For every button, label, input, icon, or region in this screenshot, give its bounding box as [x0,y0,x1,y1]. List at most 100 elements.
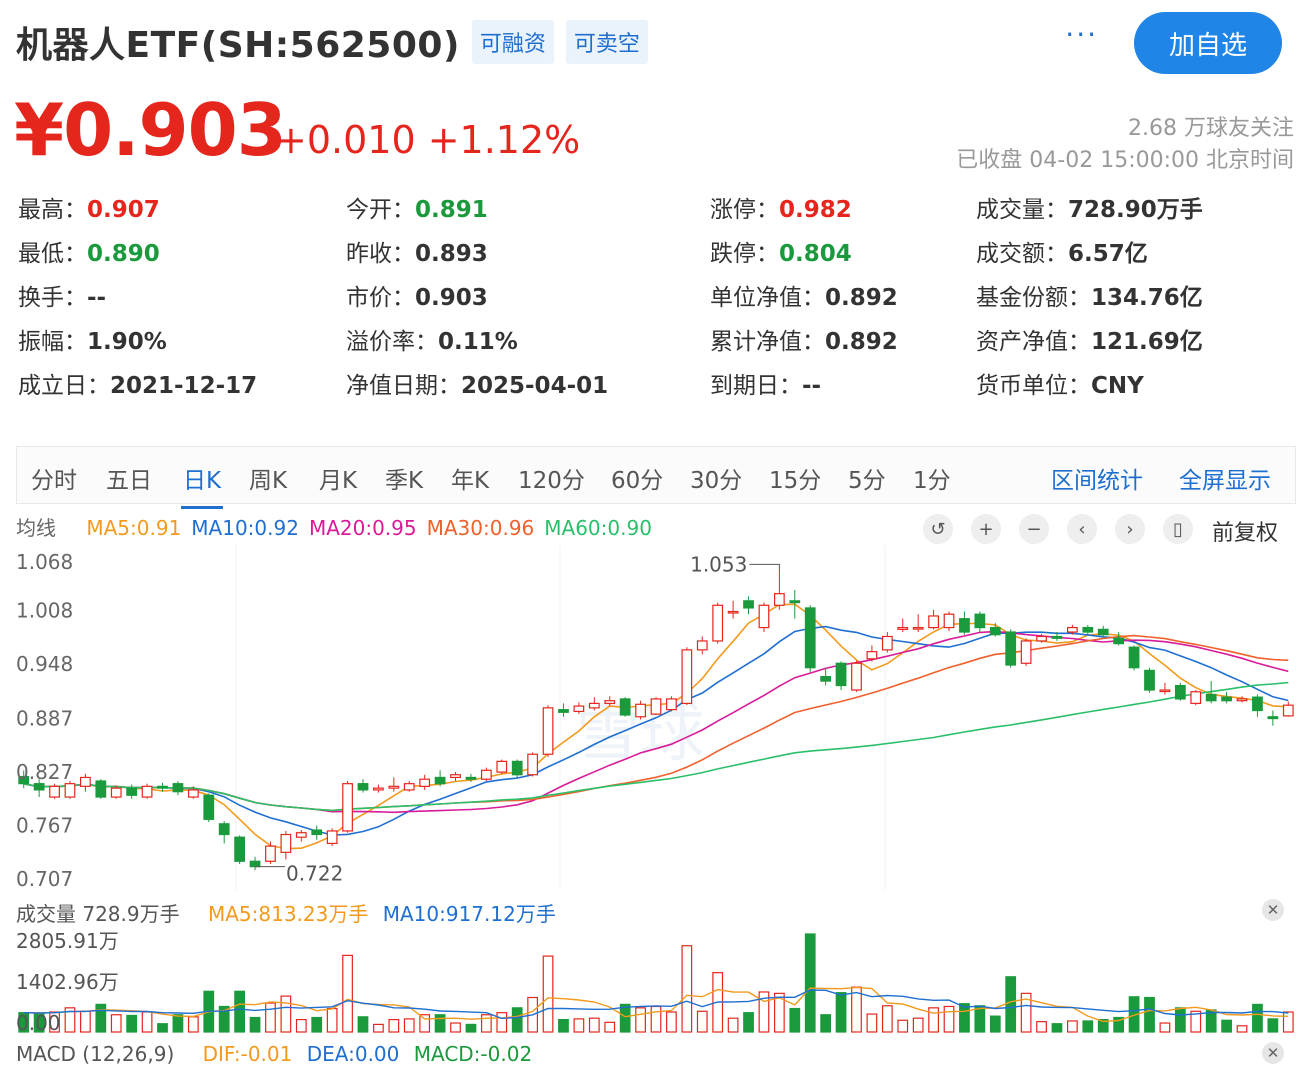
tab-12[interactable]: 1分 [913,468,951,494]
volume-legend: 成交量 728.9万手 MA5:813.23万手 MA10:917.12万手 [16,898,556,927]
zoom-in-icon[interactable]: + [971,514,1001,544]
stat-item: 换手：-- [18,278,106,312]
candle-icon[interactable]: ▯ [1163,514,1193,544]
page-title: 机器人ETF(SH:562500) [16,25,460,66]
stat-value: 2021-12-17 [110,373,258,399]
add-watchlist-button[interactable]: 加自选 [1134,12,1282,74]
tab-5[interactable]: 季K [385,468,424,494]
volume-bar [943,1005,955,1033]
chevron-left-icon[interactable]: ‹ [1067,514,1097,544]
candle [342,783,353,832]
candle [1067,626,1078,633]
volume-bar [635,1007,646,1033]
more-icon[interactable]: ··· [1065,18,1098,51]
candle [974,613,986,629]
stat-item: 昨收：0.893 [346,234,488,268]
y-tick: 1.008 [16,599,73,623]
tab-0[interactable]: 分时 [31,468,77,494]
candle [1205,693,1217,702]
tab-3[interactable]: 周K [249,468,288,494]
stat-label: 成交量： [976,197,1068,223]
zoom-out-icon[interactable]: − [1019,514,1049,544]
tab-1[interactable]: 五日 [106,468,152,494]
close-volume-icon[interactable]: ✕ [1262,899,1284,921]
candle [33,783,45,791]
stat-item: 净值日期：2025-04-01 [346,366,608,400]
stats-grid: 最高：0.907 最低：0.890 换手：-- 振幅：1.90% 成立日：2021-12… [18,190,1308,410]
volume-bar [450,1022,461,1033]
volume-bar [1236,1025,1248,1033]
volume-bar [1221,1019,1232,1033]
tab-10[interactable]: 15分 [769,468,822,494]
volume-bar [1159,1022,1171,1033]
range-stats-link[interactable]: 区间统计 [1051,468,1143,494]
candle [126,787,138,796]
candle [403,783,415,791]
stat-item: 货币单位：CNY [976,366,1144,400]
volume-bar [311,1016,323,1033]
volume-bar [95,1003,107,1033]
ma10-line [23,625,1289,836]
follower-count[interactable]: 2.68 万球友关注 [1128,116,1294,141]
candle [943,613,955,629]
tab-9[interactable]: 30分 [690,468,743,494]
volume-bar [80,1010,91,1033]
fullscreen-link[interactable]: 全屏显示 [1179,468,1271,494]
stat-item: 到期日：-- [710,366,821,400]
stat-item: 最低：0.890 [18,234,160,268]
ma-item: MA10:0.92 [191,516,299,540]
current-price: ¥0.903 [14,88,287,172]
volume-bar [280,995,292,1033]
volume-bar [49,1011,60,1033]
volume-bar [820,1014,832,1033]
candle [64,783,76,798]
tab-4[interactable]: 月K [319,468,358,494]
volume-bar [465,1023,477,1033]
candle [265,845,276,862]
stat-value: CNY [1091,373,1144,399]
ma-legend: 均线 MA5:0.91 MA10:0.92 MA20:0.95 MA30:0.96 MA… [16,512,652,541]
stat-item: 成立日：2021-12-17 [18,366,257,400]
volume-bar [758,991,770,1033]
volume-bar [558,1018,569,1033]
candle [681,649,693,704]
stat-value: 0.903 [415,285,488,311]
stat-item: 振幅：1.90% [18,322,167,356]
close-macd-icon[interactable]: ✕ [1262,1042,1284,1064]
stat-item: 资产净值：121.69亿 [976,322,1203,356]
volume-bar [1113,1016,1125,1033]
fuquan-select[interactable]: 前复权 [1212,521,1279,546]
ma-item: MA5:0.91 [86,516,182,540]
stat-label: 资产净值： [976,329,1091,355]
candle [835,662,847,687]
volume-bar [928,1007,939,1033]
candle [542,707,554,755]
chart-period-tabs: 分时 五日 日K 周K 月K 季K 年K 120分 60分 30分 15分 5分 1分 区间统计 全屏显示 [16,446,1296,509]
stat-value: 2025-04-01 [461,373,609,399]
tab-11[interactable]: 5分 [848,468,886,494]
stat-value: 6.57亿 [1068,241,1148,267]
candle [95,780,107,798]
stat-value: 0.804 [779,241,852,267]
margin-tag: 可融资 [471,20,554,64]
volume-bar [342,954,353,1033]
low-annotation: 0.722 [286,862,343,886]
y-tick: 0.707 [16,867,73,890]
tab-2[interactable]: 日K [180,461,224,509]
chevron-right-icon[interactable]: › [1115,514,1145,544]
tab-6[interactable]: 年K [451,468,490,494]
volume-bar [511,1007,523,1033]
stat-item: 今开：0.891 [346,190,488,224]
volume-ma5-line [23,986,1289,1023]
stat-label: 跌停： [710,241,779,267]
volume-bar [789,1007,801,1033]
candle [881,635,893,651]
stat-value: 0.893 [415,241,488,267]
high-annotation: 1.053 [690,552,747,576]
tab-7[interactable]: 120分 [518,468,585,494]
volume-bar [619,1003,631,1033]
kline-chart[interactable]: 雪球1.0681.0080.9480.8870.8270.7670.7071.0… [0,545,1314,890]
tab-8[interactable]: 60分 [611,468,664,494]
candle [434,776,446,785]
undo-icon[interactable]: ↺ [923,514,953,544]
